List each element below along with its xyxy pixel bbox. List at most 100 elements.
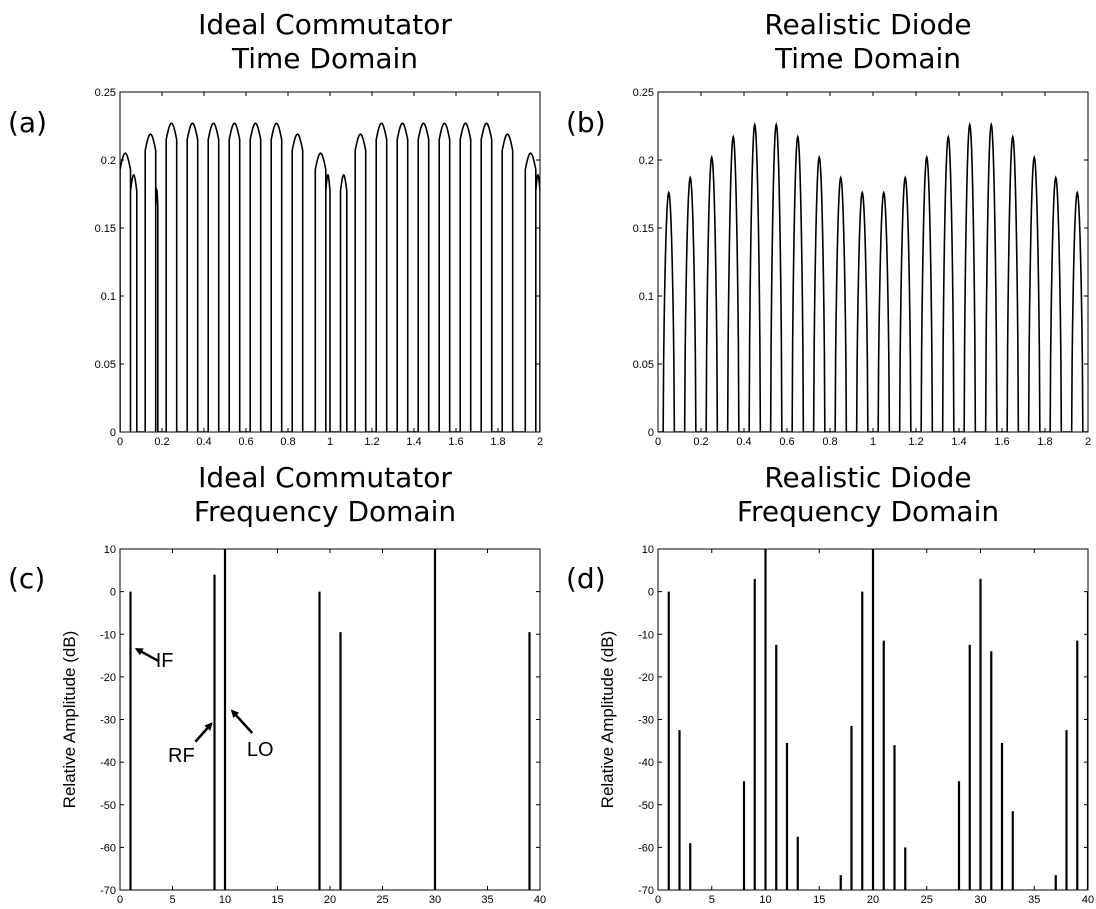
chart-c-frame — [119, 548, 541, 891]
y-tick-label: 0.25 — [95, 87, 116, 99]
x-tick-label: 35 — [481, 894, 493, 906]
x-tick-label: 0.8 — [280, 436, 295, 448]
y-tick-label: 0.1 — [101, 291, 116, 303]
x-tick-label: 40 — [534, 894, 546, 906]
x-tick-label: 1.8 — [490, 436, 505, 448]
series-line — [658, 121, 1088, 432]
x-tick-label: 1.4 — [951, 436, 966, 448]
chart-d-title: Realistic Diode Frequency Domain — [648, 461, 1088, 529]
chart-a-title-line2: Time Domain — [231, 42, 419, 75]
y-tick-label: 10 — [642, 544, 654, 556]
x-tick-label: 0.8 — [822, 436, 837, 448]
x-tick-label: 0.4 — [196, 436, 211, 448]
y-tick-label: -60 — [638, 842, 654, 854]
y-tick-label: 0.15 — [633, 223, 654, 235]
y-tick-label: 0 — [110, 587, 116, 599]
y-tick-label: -60 — [100, 842, 116, 854]
x-tick-label: 15 — [271, 894, 283, 906]
x-tick-label: 5 — [709, 894, 715, 906]
x-tick-label: 0 — [655, 894, 661, 906]
chart-a-title-line1: Ideal Commutator — [198, 8, 452, 41]
y-tick-label: 0 — [648, 587, 654, 599]
x-tick-label: 25 — [376, 894, 388, 906]
panel-label-d: (d) — [566, 562, 606, 595]
y-tick-label: 0.25 — [633, 87, 654, 99]
y-tick-label: 0.05 — [633, 359, 654, 371]
x-tick-label: 1.4 — [406, 436, 421, 448]
x-tick-label: 1 — [327, 436, 333, 448]
chart-c-title-line2: Frequency Domain — [193, 495, 457, 528]
annotation-arrow-if — [134, 647, 160, 663]
y-tick-label: 0 — [110, 427, 116, 439]
x-tick-label: 10 — [759, 894, 771, 906]
x-tick-label: 0.2 — [693, 436, 708, 448]
annotation-if-label: IF — [156, 650, 174, 672]
y-tick-label: -20 — [100, 672, 116, 684]
y-tick-label: -30 — [100, 715, 116, 727]
x-tick-label: 15 — [813, 894, 825, 906]
chart-c-title-line1: Ideal Commutator — [198, 461, 452, 494]
x-tick-label: 35 — [1028, 894, 1040, 906]
y-tick-label: -10 — [638, 629, 654, 641]
chart-a-title: Ideal Commutator Time Domain — [110, 8, 540, 76]
x-tick-label: 10 — [219, 894, 231, 906]
x-tick-label: 0 — [117, 894, 123, 906]
x-tick-label: 1.6 — [448, 436, 463, 448]
series-line — [120, 122, 540, 432]
x-tick-label: 30 — [429, 894, 441, 906]
x-tick-label: 0.4 — [736, 436, 751, 448]
x-tick-label: 0 — [117, 436, 123, 448]
y-tick-label: -40 — [100, 757, 116, 769]
x-tick-label: 0.6 — [779, 436, 794, 448]
annotation-lo-label: LO — [247, 739, 274, 761]
y-tick-label: 0 — [648, 427, 654, 439]
x-tick-label: 1 — [870, 436, 876, 448]
y-tick-label: -30 — [638, 715, 654, 727]
panel-label-b: (b) — [566, 106, 606, 139]
chart-b-title-line1: Realistic Diode — [764, 8, 972, 41]
y-tick-label: 0.05 — [95, 359, 116, 371]
x-tick-label: 20 — [324, 894, 336, 906]
chart-d-title-line2: Frequency Domain — [736, 495, 1000, 528]
x-tick-label: 2 — [1085, 436, 1091, 448]
y-tick-label: 0.15 — [95, 223, 116, 235]
x-tick-label: 20 — [867, 894, 879, 906]
chart-b-frame — [657, 91, 1089, 433]
y-tick-label: -70 — [100, 885, 116, 897]
y-tick-label: 10 — [104, 544, 116, 556]
annotation-arrow-rf — [194, 722, 213, 743]
y-tick-label: 0.2 — [101, 155, 116, 167]
y-axis-label: Relative Amplitude (dB) — [598, 631, 617, 809]
chart-c: 0 5 10 15 20 25 30 35 40 -70 -60 -50 -40 -30 -20 -10 0 10… — [60, 544, 546, 906]
x-tick-label: 1.8 — [1037, 436, 1052, 448]
x-tick-label: 30 — [974, 894, 986, 906]
x-tick-label: 1.6 — [994, 436, 1009, 448]
y-tick-label: -40 — [638, 757, 654, 769]
x-tick-label: 25 — [921, 894, 933, 906]
x-tick-label: 1.2 — [908, 436, 923, 448]
x-tick-label: 40 — [1082, 894, 1094, 906]
chart-a: 0 0.2 0.4 0.6 0.8 1 1.2 1.4 1.6 1.8 2 0 0.05 0.1 0.15 0… — [95, 87, 543, 448]
x-tick-label: 5 — [169, 894, 175, 906]
x-tick-label: 2 — [537, 436, 543, 448]
annotation-arrow-lo — [230, 709, 254, 734]
y-tick-label: -20 — [638, 672, 654, 684]
chart-b-title-line2: Time Domain — [774, 42, 962, 75]
panel-label-a: (a) — [8, 106, 48, 139]
y-tick-label: -70 — [638, 885, 654, 897]
y-axis-label: Relative Amplitude (dB) — [60, 631, 79, 809]
y-tick-label: 0.2 — [639, 155, 654, 167]
x-tick-label: 0.6 — [238, 436, 253, 448]
y-tick-label: -50 — [638, 800, 654, 812]
chart-b-title: Realistic Diode Time Domain — [648, 8, 1088, 76]
chart-c-title: Ideal Commutator Frequency Domain — [110, 461, 540, 529]
y-tick-label: 0.1 — [639, 291, 654, 303]
chart-d: 0 5 10 15 20 25 30 35 40 -70 -60 -50 -40 -30 -20 -10 0 10… — [598, 544, 1094, 906]
panel-label-c: (c) — [8, 562, 46, 595]
x-tick-label: 0.2 — [154, 436, 169, 448]
y-tick-label: -50 — [100, 800, 116, 812]
x-tick-label: 1.2 — [364, 436, 379, 448]
annotation-rf-label: RF — [168, 745, 195, 767]
chart-d-title-line1: Realistic Diode — [764, 461, 972, 494]
